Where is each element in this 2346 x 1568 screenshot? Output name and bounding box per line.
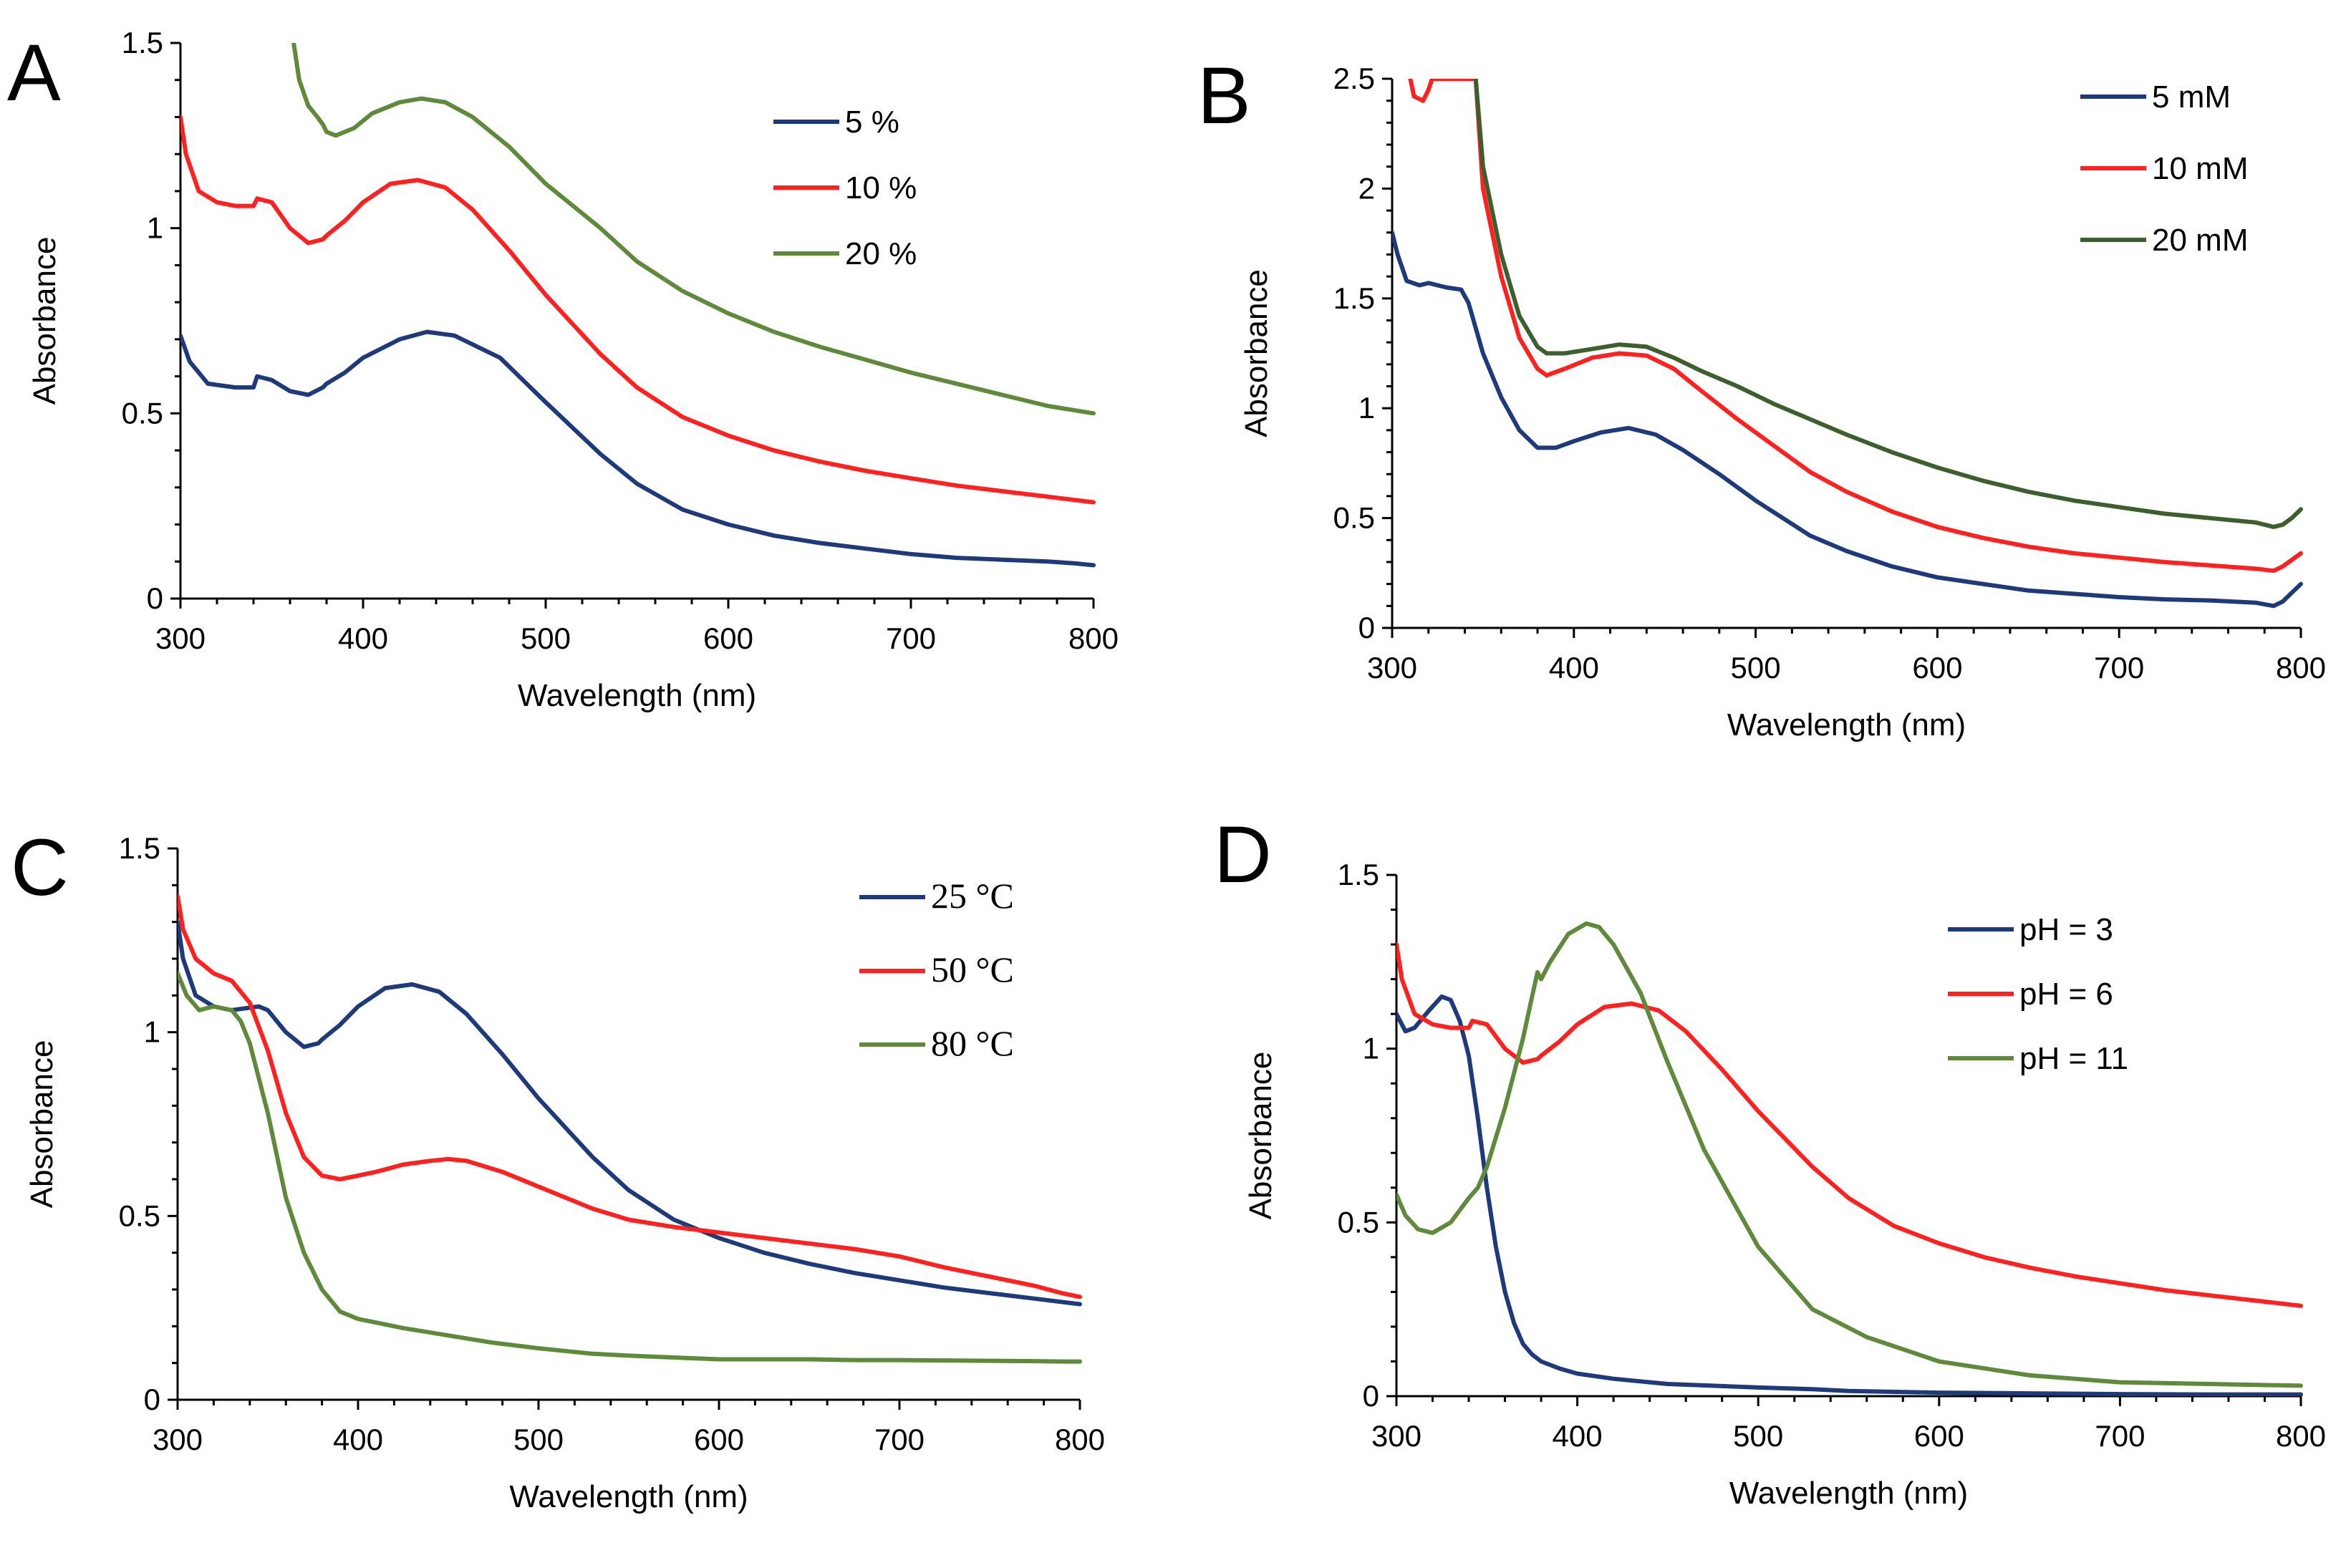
x-tick-label: 300 [1371,1419,1421,1453]
x-axis-title-b: Wavelength (nm) [1727,707,1966,742]
x-tick-label: 700 [2094,651,2144,684]
y-tick-label: 0 [147,581,163,615]
x-tick-label: 500 [521,621,571,655]
legend-label-a-1: 5 % [845,105,899,140]
y-axis-title-a: Absorbance [27,237,62,405]
y-tick-label: 1.5 [122,26,163,59]
legend-label-c-2: 50 °C [931,949,1014,989]
panel-label-b: B [1197,51,1251,140]
series-line-a-3 [291,43,1096,416]
x-axis-title-a: Wavelength (nm) [518,678,756,713]
panel-label-c: C [11,823,69,912]
x-tick-label: 700 [2095,1419,2145,1453]
series-line-b-3 [1473,79,2303,529]
y-axis-title-b: Absorbance [1239,269,1274,437]
panel-b: B 0 0.5 1 1.5 2 2.5 300 400 500 600 700 800 Wavelengt… [1197,51,2326,742]
legend-label-a-2: 10 % [845,170,917,205]
x-tick-label: 300 [155,621,206,655]
x-tick-label: 700 [886,621,936,655]
x-tick-label: 400 [1549,651,1599,684]
series-line-c-3 [178,971,1082,1364]
x-tick-label: 300 [1367,651,1417,684]
panel-label-a: A [7,28,61,117]
x-tick-label: 400 [338,621,388,655]
legend-label-c-3: 80 °C [931,1023,1014,1063]
y-tick-label: 0.5 [119,1199,160,1232]
y-tick-label: 1 [1358,391,1375,425]
x-axis-title-d: Wavelength (nm) [1729,1476,1968,1511]
y-tick-label: 1.5 [1333,281,1375,315]
x-tick-label: 700 [874,1423,925,1456]
panel-d: D 0 0.5 1 1.5 300 400 500 600 700 800 Wavelength (n… [1214,810,2326,1511]
y-tick-label: 2.5 [1333,62,1375,95]
legend-label-d-2: pH = 6 [2019,977,2113,1012]
series-line-b-1 [1392,230,2303,609]
x-tick-label: 800 [1068,621,1119,655]
legend-label-b-1: 5 mM [2152,79,2231,115]
y-tick-label: 0 [1363,1379,1379,1413]
legend-label-b-3: 20 mM [2152,223,2248,258]
series-line-a-1 [180,329,1096,568]
x-tick-label: 500 [1731,651,1781,684]
y-tick-label: 0.5 [122,396,163,430]
y-tick-label: 2 [1358,171,1375,205]
y-tick-label: 1.5 [119,831,160,865]
y-tick-label: 1 [147,211,163,245]
x-tick-label: 800 [2276,1419,2326,1453]
y-axis-title-c: Absorbance [24,1040,59,1209]
series-line-c-2 [178,894,1082,1300]
x-tick-label: 600 [694,1423,744,1456]
series-line-a-2 [180,115,1096,505]
x-tick-label: 600 [1912,651,1962,684]
legend-label-d-3: pH = 11 [2019,1041,2128,1076]
x-tick-label: 400 [333,1423,383,1456]
x-axis-title-c: Wavelength (nm) [509,1479,748,1514]
x-tick-label: 500 [1733,1419,1783,1453]
legend-label-b-2: 10 mM [2152,151,2248,186]
legend-label-a-3: 20 % [845,236,917,271]
x-tick-label: 800 [1055,1423,1105,1456]
x-tick-label: 800 [2276,651,2326,684]
legend-label-c-1: 25 °C [931,876,1014,916]
x-tick-label: 300 [153,1423,203,1456]
x-tick-label: 600 [1914,1419,1964,1453]
series-line-d-3 [1396,921,2303,1388]
y-axis-title-d: Absorbance [1243,1052,1278,1220]
series-line-c-1 [178,919,1082,1307]
x-tick-label: 400 [1553,1419,1603,1453]
panel-a: A 0 0.5 1 1.5 300 400 500 600 700 800 Wavelength (n… [7,26,1119,713]
y-tick-label: 0.5 [1333,501,1375,535]
legend-label-d-1: pH = 3 [2019,912,2113,947]
x-tick-label: 500 [513,1423,564,1456]
y-tick-label: 1.5 [1338,858,1379,891]
y-tick-label: 1 [144,1015,160,1049]
series-line-d-1 [1396,994,2303,1396]
y-tick-label: 0.5 [1338,1205,1379,1239]
y-tick-label: 0 [1358,611,1375,644]
panel-c: C 0 0.5 1 1.5 300 400 500 600 700 800 Wavelength (n… [11,823,1105,1514]
y-tick-label: 0 [144,1383,160,1416]
x-tick-label: 600 [703,621,753,655]
panel-label-d: D [1214,810,1272,899]
y-tick-label: 1 [1363,1032,1379,1065]
